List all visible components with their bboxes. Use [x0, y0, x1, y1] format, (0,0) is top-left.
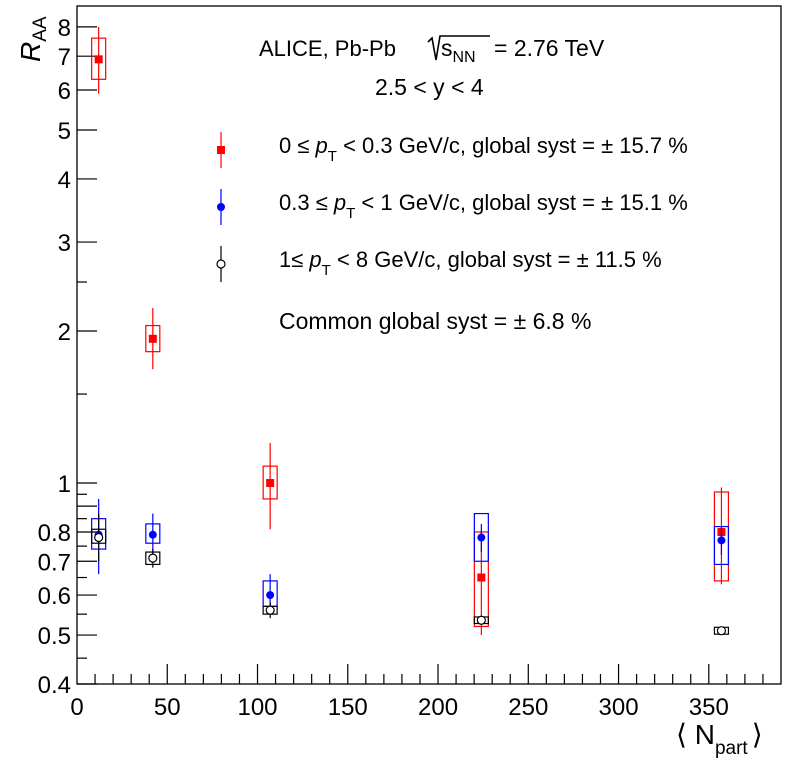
y-tick-label: 4 [58, 167, 71, 194]
y-tick-label: 0.4 [38, 672, 71, 699]
data-point [476, 615, 486, 625]
x-tick-label: 100 [237, 694, 277, 721]
x-tick-label: 50 [154, 694, 181, 721]
legend-entry-0: 0 ≤ pT < 0.3 GeV/c, global syst = ± 15.7… [217, 132, 688, 168]
legend-label: 1≤ pT < 8 GeV/c, global syst = ± 11.5 % [279, 247, 662, 279]
x-tick-label: 300 [599, 694, 639, 721]
x-tick-label: 150 [328, 694, 368, 721]
data-point [477, 533, 486, 542]
y-tick-label: 0.5 [38, 623, 71, 650]
data-point [717, 536, 726, 545]
x-tick-labels: 0 50 100 150 200 250 300 350 [70, 694, 728, 721]
data-point [94, 55, 103, 64]
y-tick-label: 6 [58, 78, 71, 105]
y-tick-label: 0.6 [38, 583, 71, 610]
plot-frame [76, 5, 782, 685]
data-point [94, 532, 104, 543]
energy-s-nn: sNN [441, 35, 476, 66]
data-point [266, 479, 275, 488]
x-axis-title: ⟨ Npart ⟩ [676, 719, 763, 759]
axis-ticks [77, 26, 764, 685]
x-tick-label: 250 [508, 694, 548, 721]
data-point [265, 605, 275, 615]
legend-marker [217, 203, 225, 211]
y-axis-title: RAA [15, 16, 51, 62]
data-point [266, 591, 275, 600]
data-point [148, 530, 157, 539]
sqrt-symbol [427, 35, 490, 61]
x-tick-label: 200 [418, 694, 458, 721]
legend-marker [216, 259, 226, 269]
series-1 [91, 498, 730, 611]
data-point [148, 553, 158, 563]
data-point [148, 334, 157, 343]
data-marks [91, 26, 730, 636]
y-tick-label: 3 [58, 230, 71, 257]
common-syst-label: Common global syst = ± 6.8 % [279, 308, 591, 334]
legend-entry-2: 1≤ pT < 8 GeV/c, global syst = ± 11.5 % [216, 246, 662, 282]
legend-entry-1: 0.3 ≤ pT < 1 GeV/c, global syst = ± 15.1… [217, 189, 688, 225]
legend-marker [217, 146, 225, 154]
y-tick-label: 1 [58, 471, 71, 498]
title-text: ALICE, Pb-Pb [259, 36, 396, 61]
rapidity-label: 2.5 < y < 4 [375, 74, 484, 100]
syst-box [473, 512, 489, 562]
series-2 [91, 513, 730, 636]
x-tick-label: 350 [689, 694, 729, 721]
data-point [477, 573, 486, 582]
legend-label: 0 ≤ pT < 0.3 GeV/c, global syst = ± 15.7… [279, 133, 688, 165]
y-tick-label: 5 [58, 118, 71, 145]
y-tick-label: 0.8 [38, 520, 71, 547]
y-tick-label: 7 [58, 44, 71, 71]
y-tick-label: 8 [58, 15, 71, 42]
data-point [716, 626, 727, 636]
energy-value: = 2.76 TeV [494, 35, 605, 61]
legend: 0 ≤ pT < 0.3 GeV/c, global syst = ± 15.7… [216, 132, 688, 282]
y-tick-label: 0.7 [38, 549, 71, 576]
x-tick-label: 0 [70, 694, 83, 721]
y-tick-labels: 0.4 0.5 0.6 0.70.8 1 2 3 4 5 6 78 [38, 15, 71, 699]
legend-label: 0.3 ≤ pT < 1 GeV/c, global syst = ± 15.1… [279, 190, 688, 222]
y-tick-label: 2 [58, 319, 71, 346]
